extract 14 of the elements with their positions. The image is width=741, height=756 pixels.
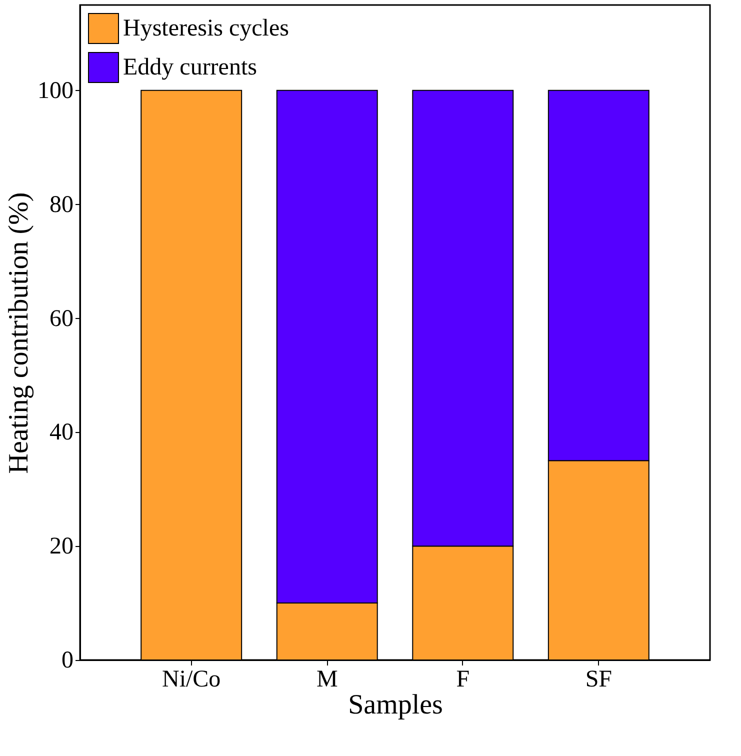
- y-axis-title: Heating contribution (%): [4, 192, 34, 474]
- x-tick-label: Ni/Co: [162, 666, 221, 692]
- y-tick-label: 0: [62, 648, 74, 674]
- x-tick-label: M: [316, 666, 338, 692]
- y-tick-label: 40: [50, 420, 74, 446]
- y-tick-label: 80: [50, 192, 74, 218]
- x-tick-label: F: [456, 666, 470, 692]
- legend-label: Hysteresis cycles: [123, 16, 289, 42]
- y-tick-label: 100: [38, 78, 74, 104]
- x-axis-title: Samples: [348, 690, 443, 720]
- legend-label: Eddy currents: [123, 54, 257, 80]
- y-tick-label: 20: [50, 534, 74, 560]
- y-tick-label: 60: [50, 306, 74, 332]
- x-tick-label: SF: [585, 666, 612, 692]
